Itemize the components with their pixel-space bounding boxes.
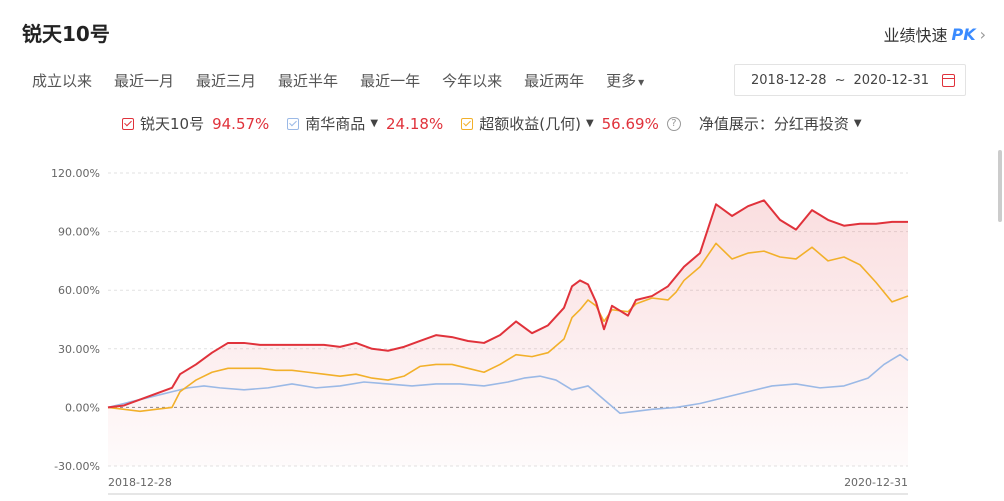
fund-title: 锐天10号 xyxy=(22,22,110,46)
nav-display-label: 净值展示： xyxy=(698,115,774,133)
chart-legend: 锐天10号 94.57% 南华商品 ▼ 24.18% 超额收益(几何) ▼ 56… xyxy=(122,113,880,134)
x-tick-label: 2018-12-28 xyxy=(108,476,172,489)
legend-benchmark-value: 24.18% xyxy=(386,114,444,133)
series-line-benchmark xyxy=(107,353,909,415)
period-tabs: 成立以来 最近一月 最近三月 最近半年 最近一年 今年以来 最近两年 更多 ▾ xyxy=(32,70,644,91)
legend-item-excess[interactable]: 超额收益(几何) ▼ 56.69% ? xyxy=(461,113,681,134)
tab-last-two-years[interactable]: 最近两年 xyxy=(524,72,585,90)
help-icon[interactable]: ? xyxy=(666,116,681,131)
date-range-separator: ~ xyxy=(834,72,846,88)
y-tick-label: -30.00% xyxy=(54,460,100,473)
caret-down-icon[interactable]: ▼ xyxy=(585,118,594,129)
tab-last-three-months[interactable]: 最近三月 xyxy=(196,72,257,90)
pk-link[interactable]: 业绩快速 PK › xyxy=(883,22,986,46)
pk-badge: PK xyxy=(951,24,976,44)
legend-excess-name: 超额收益(几何) xyxy=(479,115,581,133)
fund-area-fill xyxy=(108,200,908,466)
legend-fund-value: 94.57% xyxy=(212,114,270,133)
legend-item-benchmark[interactable]: 南华商品 ▼ 24.18% xyxy=(287,113,443,134)
y-tick-label: 90.00% xyxy=(58,226,100,239)
date-range-start: 2018-12-28 xyxy=(751,72,827,88)
date-range-picker[interactable]: 2018-12-28 ~ 2020-12-31 xyxy=(734,64,966,96)
series-line-fund xyxy=(107,199,908,409)
tab-more-label: 更多 xyxy=(606,72,637,90)
y-tick-label: 0.00% xyxy=(65,401,100,414)
y-tick-label: 120.00% xyxy=(51,167,100,180)
caret-down-icon: ▾ xyxy=(638,75,645,89)
legend-fund-name: 锐天10号 xyxy=(140,115,205,133)
y-tick-label: 60.00% xyxy=(58,284,100,297)
legend-item-fund[interactable]: 锐天10号 94.57% xyxy=(122,113,269,134)
checkbox-excess[interactable] xyxy=(461,117,474,130)
x-tick-label: 2020-12-31 xyxy=(844,476,908,489)
scrollbar[interactable] xyxy=(998,150,1002,222)
caret-down-icon[interactable]: ▼ xyxy=(370,118,379,129)
nav-display-select[interactable]: 净值展示： 分红再投资 ▼ xyxy=(699,113,862,134)
tab-year-to-date[interactable]: 今年以来 xyxy=(442,72,503,90)
legend-benchmark-name: 南华商品 xyxy=(305,115,366,133)
caret-down-icon: ▼ xyxy=(853,118,862,129)
tab-since-inception[interactable]: 成立以来 xyxy=(32,72,93,90)
legend-excess-value: 56.69% xyxy=(601,114,659,133)
tab-last-half-year[interactable]: 最近半年 xyxy=(278,72,339,90)
y-tick-label: 30.00% xyxy=(58,343,100,356)
series-line-excess xyxy=(107,242,909,413)
tab-last-year[interactable]: 最近一年 xyxy=(360,72,421,90)
checkbox-fund[interactable] xyxy=(122,117,134,130)
chevron-right-icon: › xyxy=(979,24,986,44)
date-range-end: 2020-12-31 xyxy=(853,72,930,88)
tab-last-month[interactable]: 最近一月 xyxy=(114,72,175,90)
calendar-icon xyxy=(942,73,955,87)
tab-more[interactable]: 更多 ▾ xyxy=(606,70,644,91)
nav-display-value: 分红再投资 xyxy=(773,115,849,133)
pk-label: 业绩快速 xyxy=(883,26,948,45)
checkbox-benchmark[interactable] xyxy=(287,117,300,130)
